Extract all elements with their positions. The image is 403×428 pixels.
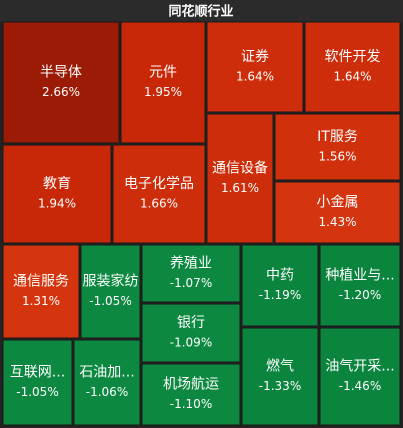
tile-value: -1.05%: [89, 294, 131, 308]
tile-label: 软件开发: [325, 49, 381, 65]
tile: [112, 144, 206, 244]
tile-value: 1.64%: [333, 70, 371, 84]
tile-label: 石油加...: [79, 365, 134, 381]
tile-label: 燃气: [266, 358, 294, 375]
tile: [141, 303, 241, 363]
tile-label: 银行: [177, 315, 205, 331]
tile: [206, 21, 304, 113]
tile-label: 通信服务: [13, 274, 69, 290]
tile-value: 2.66%: [42, 85, 80, 99]
tile-value: -1.05%: [16, 385, 58, 399]
tile-label: IT服务: [317, 129, 358, 145]
tile-value: 1.31%: [22, 294, 60, 308]
tile: [73, 339, 141, 426]
tile-value: -1.20%: [339, 288, 381, 302]
tile: [2, 21, 120, 144]
tile: [206, 113, 274, 244]
tile-value: 1.43%: [318, 215, 356, 229]
tile-value: -1.10%: [170, 397, 212, 411]
tile-label: 元件: [149, 65, 177, 81]
tile-label: 机场航运: [163, 377, 219, 393]
tile: [319, 244, 401, 327]
tile: [141, 363, 241, 426]
tile-label: 电子化学品: [124, 176, 194, 192]
tile-label: 互联网...: [10, 365, 65, 381]
tile-value: 1.66%: [140, 197, 178, 211]
tile-value: -1.19%: [259, 288, 301, 302]
tile-label: 教育: [43, 176, 71, 192]
tile-value: -1.46%: [339, 379, 381, 393]
tile-value: -1.09%: [170, 336, 212, 350]
tile-value: 1.94%: [38, 197, 76, 211]
tile: [80, 244, 141, 339]
tile: [2, 144, 112, 244]
tile-value: -1.33%: [259, 379, 301, 393]
tile-label: 服装家纺: [83, 273, 139, 290]
tile: [2, 244, 80, 339]
tile-label: 种植业与...: [325, 268, 394, 284]
tile-label: 养殖业: [170, 255, 212, 272]
tile-label: 小金属: [317, 195, 359, 211]
tile-value: 1.56%: [318, 150, 356, 164]
tile-label: 半导体: [40, 65, 82, 81]
tile: [2, 339, 73, 426]
tile: [141, 244, 241, 303]
tile: [304, 21, 401, 113]
tile-value: 1.61%: [221, 181, 259, 195]
tile-label: 通信设备: [212, 160, 268, 177]
tile: [241, 244, 319, 327]
tile-value: 1.95%: [144, 85, 182, 99]
tile: [319, 327, 401, 426]
tile: [274, 181, 401, 244]
tile: [241, 327, 319, 426]
chart-title: 同花顺行业: [168, 4, 233, 20]
tile-value: -1.07%: [170, 276, 212, 290]
tile-label: 油气开采...: [325, 359, 394, 375]
tile: [274, 113, 401, 181]
tile-value: -1.06%: [86, 385, 128, 399]
tile-value: 1.64%: [236, 70, 274, 84]
tile: [120, 21, 206, 144]
tile-label: 中药: [266, 268, 294, 284]
tile-label: 证券: [241, 49, 269, 65]
title-bar: [0, 0, 403, 22]
